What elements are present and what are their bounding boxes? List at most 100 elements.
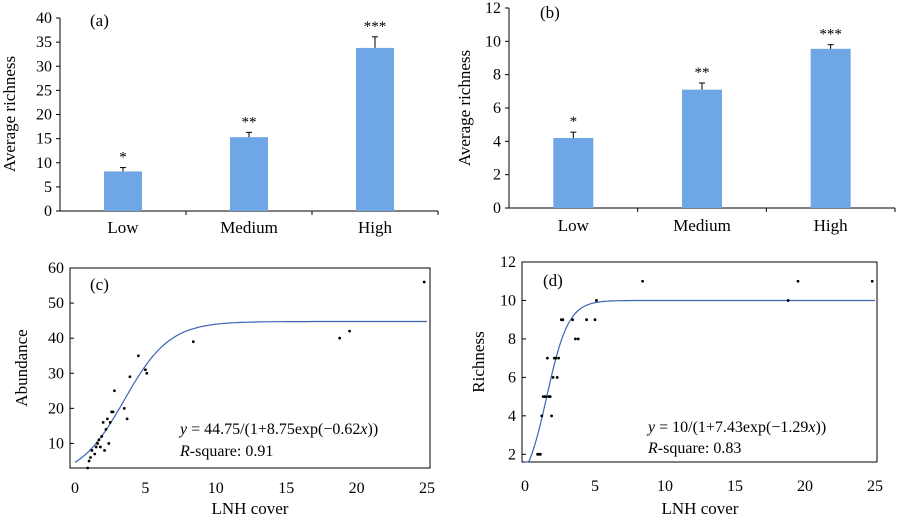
data-point <box>103 449 106 452</box>
data-point <box>557 356 560 360</box>
data-point <box>105 417 109 421</box>
panel-c-r: R <box>179 443 190 460</box>
x-tick-label: 10 <box>657 478 673 495</box>
data-point <box>122 406 126 410</box>
panel-c-eq-x: x <box>359 421 367 438</box>
data-point <box>595 299 598 302</box>
x-tick-label: 0 <box>521 478 529 495</box>
y-tick-label: 60 <box>48 260 64 277</box>
y-tick-label: 10 <box>500 292 516 309</box>
y-tick-label: 2 <box>493 167 501 184</box>
bar <box>356 47 394 211</box>
y-tick-label: 10 <box>48 435 64 452</box>
data-point <box>90 449 94 452</box>
y-tick-label: 4 <box>508 408 516 425</box>
panel-c-x-label: LNH cover <box>212 499 289 517</box>
y-tick-label: 0 <box>44 203 52 220</box>
data-point <box>144 368 147 372</box>
panel-d-frame <box>521 261 878 463</box>
data-point <box>546 356 549 360</box>
data-point <box>544 395 548 399</box>
y-tick-label: 40 <box>48 330 64 347</box>
bar <box>553 138 594 208</box>
category-label: Low <box>558 216 590 235</box>
category-label: High <box>814 216 849 235</box>
x-tick-label: 5 <box>141 480 149 497</box>
panel-d-y-label: Richness <box>469 331 488 392</box>
panel-d-y-ticks: 2 4 6 8 10 12 <box>500 254 526 463</box>
panel-c-equation: y = 44.75/(1+8.75exp(−0.62x)) <box>178 421 378 438</box>
x-tick-label: 15 <box>727 478 743 495</box>
panel-b-bars: * Low ** Medium *** High <box>553 27 896 235</box>
panel-c-eq-y: y <box>178 421 188 438</box>
significance-label: * <box>119 150 127 166</box>
y-tick-label: 10 <box>36 155 52 172</box>
category-label: Medium <box>220 218 278 237</box>
y-tick-label: 35 <box>36 34 52 51</box>
y-tick-label: 6 <box>508 369 516 386</box>
significance-label: * <box>570 114 578 130</box>
data-point <box>145 371 149 375</box>
data-point <box>97 438 101 442</box>
data-point <box>422 280 426 284</box>
panel-c-frame <box>69 267 431 469</box>
data-point <box>870 279 874 283</box>
data-point <box>100 435 104 438</box>
significance-label: ** <box>695 65 710 81</box>
bar <box>682 89 722 208</box>
significance-label: ** <box>242 114 257 130</box>
data-point <box>98 445 102 449</box>
data-point <box>338 336 342 340</box>
panel-d-label: (d) <box>543 271 563 290</box>
x-tick-label: 15 <box>278 480 294 497</box>
y-tick-label: 5 <box>44 179 52 196</box>
data-point <box>539 452 542 456</box>
panel-c-r-squared: R-square: 0.91 <box>179 443 273 460</box>
panel-c-eq-close: )) <box>368 421 379 438</box>
panel-c-eq-body: = 44.75/(1+8.75exp(−0.62 <box>187 421 360 438</box>
data-point <box>101 420 105 424</box>
panel-d-x-ticks: 0 5 10 15 20 25 <box>521 478 883 495</box>
panel-a-label: (a) <box>90 11 109 30</box>
data-point <box>128 375 132 379</box>
panel-b-label: (b) <box>540 3 560 22</box>
data-point <box>551 375 555 379</box>
panel-a-bar-chart: (a) Average richness 0 5 10 15 20 25 30 35 40 * L… <box>0 10 439 237</box>
data-point <box>191 340 195 344</box>
y-tick-label: 15 <box>36 131 52 148</box>
data-point <box>540 414 544 418</box>
data-point <box>96 442 99 445</box>
x-tick-label: 25 <box>419 480 435 497</box>
panel-c-points <box>86 280 426 470</box>
data-point <box>550 414 553 418</box>
data-point <box>104 428 108 431</box>
data-point <box>89 456 92 459</box>
bar <box>230 137 268 211</box>
data-point <box>786 299 790 302</box>
x-tick-label: 20 <box>797 478 813 495</box>
y-tick-label: 30 <box>36 58 52 75</box>
panel-d-equation: y = 10/(1+7.43exp(−1.29x)) <box>646 419 826 436</box>
panel-d-r: R <box>647 440 658 457</box>
y-tick-label: 12 <box>500 254 516 271</box>
panel-b-y-label: Average richness <box>455 50 474 166</box>
y-tick-label: 30 <box>48 365 64 382</box>
panel-d-eq-body: = 10/(1+7.43exp(−1.29 <box>655 419 808 436</box>
panel-d-scatter: (d) Richness LNH cover 2 4 6 8 10 12 0 5 10 15 20… <box>469 254 883 517</box>
x-tick-label: 20 <box>349 480 365 497</box>
panel-b-y-ticks: 0 2 4 6 8 10 12 <box>485 0 509 217</box>
x-tick-label: 25 <box>867 478 883 495</box>
panel-a-y-label: Average richness <box>0 56 19 172</box>
panel-c-fit <box>74 320 427 463</box>
y-tick-label: 8 <box>493 67 501 84</box>
y-tick-label: 12 <box>485 0 501 17</box>
panel-d-points <box>536 279 874 456</box>
data-point <box>574 337 577 341</box>
x-tick-label: 10 <box>208 480 224 497</box>
y-tick-label: 2 <box>508 446 516 463</box>
data-point <box>555 375 559 379</box>
data-point <box>94 445 98 449</box>
panel-d-fit <box>525 299 875 463</box>
data-point <box>86 466 90 470</box>
